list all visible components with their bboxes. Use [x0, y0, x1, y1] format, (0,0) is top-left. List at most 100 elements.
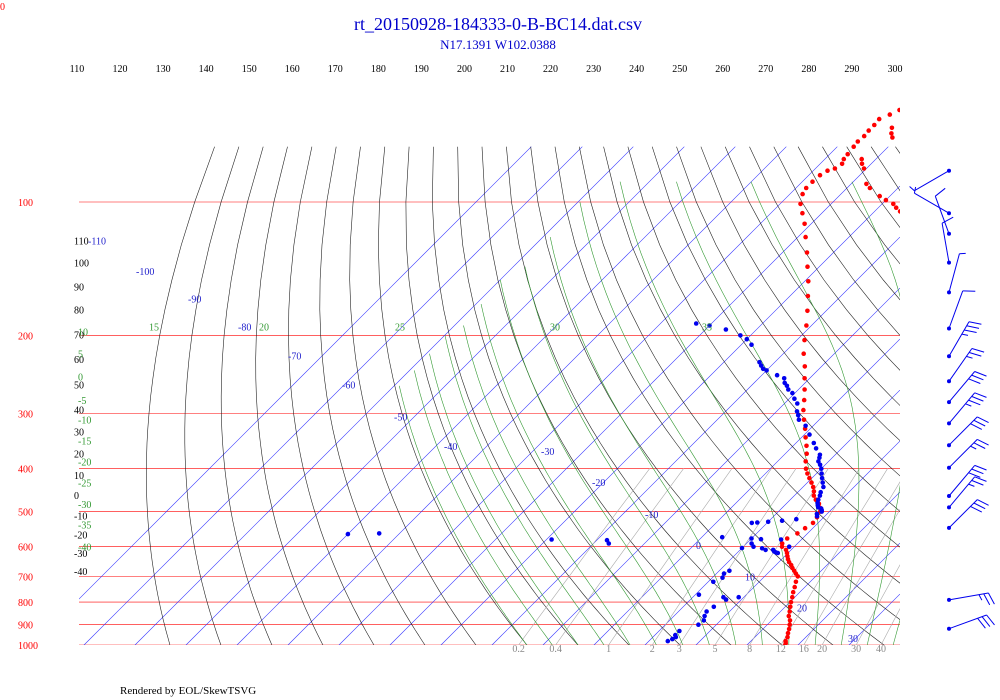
- dewpoint-point: [696, 592, 702, 597]
- dewpoint-point: [820, 480, 825, 485]
- temperature-point: [801, 351, 806, 357]
- theta-top-label: 170: [328, 64, 343, 75]
- temperature-point: [801, 397, 807, 403]
- theta-left-label: 50: [74, 380, 84, 391]
- temperature-point: [851, 144, 856, 149]
- theta-left-label: -30: [74, 549, 87, 560]
- mixing-ratio-line: [821, 509, 900, 645]
- temperature-point: [859, 156, 864, 162]
- wind-barb: [947, 321, 982, 359]
- dewpoint-point: [775, 550, 781, 556]
- data-layer: [345, 107, 900, 645]
- pressure-tick-label: 900: [18, 621, 33, 632]
- theta-e-label: 10: [78, 327, 88, 338]
- temperature-point: [787, 618, 793, 623]
- pressure-tick-label: 500: [18, 508, 33, 519]
- dry-adiabat-line: [506, 146, 783, 645]
- pressure-tick-label: 300: [18, 409, 33, 420]
- temperature-point: [810, 520, 816, 526]
- temperature-point: [883, 197, 889, 203]
- temperature-point: [890, 135, 895, 140]
- temperature-point: [805, 308, 810, 314]
- wind-barb-staff: [948, 465, 976, 497]
- wind-barb-feather: [965, 403, 972, 407]
- isotherm-label: -50: [394, 413, 407, 424]
- dewpoint-point: [803, 423, 808, 429]
- theta-top-label: 290: [844, 64, 859, 75]
- wind-barb-feather: [974, 476, 987, 482]
- temperature-point: [845, 151, 850, 157]
- isotherm-label: -90: [188, 294, 201, 305]
- isotherm-line: [644, 389, 900, 645]
- temperature-point: [861, 133, 867, 139]
- isotherm-label: -110: [88, 236, 106, 247]
- wind-barb-feather: [977, 617, 986, 629]
- dry-adiabat-line: [700, 146, 900, 442]
- temperature-point: [785, 634, 790, 640]
- temperature-point: [804, 443, 809, 449]
- temperature-point: [787, 609, 792, 614]
- dewpoint-point: [816, 459, 821, 464]
- wind-barb-staff: [934, 196, 950, 234]
- theta-top-label: 160: [285, 64, 300, 75]
- isotherm-label: -60: [342, 380, 355, 391]
- temperature-point: [800, 210, 805, 216]
- theta-e-label: -25: [78, 479, 91, 490]
- temperature-point: [897, 107, 900, 113]
- wind-barb-staff: [948, 499, 978, 529]
- isotherm-label: -80: [238, 322, 251, 333]
- dewpoint-point: [707, 323, 712, 328]
- dewpoint-point: [779, 518, 785, 523]
- theta-top-label: 140: [199, 64, 214, 75]
- wind-barb-feather: [909, 186, 915, 192]
- isotherm-line: [746, 491, 900, 645]
- wind-barb: [909, 168, 951, 192]
- temperature-point: [805, 293, 811, 299]
- dry-adiabat-line: [676, 146, 900, 477]
- wind-barb-feather: [973, 502, 986, 510]
- temperature-point: [841, 156, 847, 162]
- dewpoint-point: [749, 342, 754, 348]
- theta-top-label: 120: [113, 64, 128, 75]
- dry-adiabat-line: [319, 146, 426, 645]
- temperature-point: [783, 547, 789, 553]
- mixing-ratio-line: [880, 608, 900, 645]
- temperature-point: [807, 475, 812, 481]
- theta-top-label: 180: [371, 64, 386, 75]
- isotherm-line: [440, 185, 900, 645]
- dewpoint-point: [738, 333, 743, 338]
- dewpoint-point: [774, 372, 780, 378]
- wind-barb-staff: [948, 392, 976, 424]
- isotherm-line: [993, 147, 1000, 655]
- isotherm-line: [848, 593, 900, 645]
- dewpoint-point: [704, 609, 709, 614]
- theta-e-label: 25: [395, 322, 405, 333]
- dewpoint-point: [549, 537, 554, 542]
- grid-layer: [79, 146, 1000, 655]
- temperature-point: [861, 166, 867, 171]
- dewpoint-point: [759, 546, 765, 551]
- pressure-tick-label: 1000: [18, 641, 38, 652]
- temperature-point: [866, 128, 871, 133]
- wind-barb: [947, 371, 987, 405]
- dry-adiabat-line: [895, 146, 900, 154]
- wind-barb: [934, 187, 951, 236]
- dewpoint-point: [821, 484, 826, 490]
- wind-barb-feather: [986, 614, 995, 626]
- mixing-ratio-line: [749, 468, 860, 645]
- dry-adiabat-line: [349, 146, 477, 645]
- isotherm-label: -10: [645, 510, 658, 521]
- theta-top-label: 270: [758, 64, 773, 75]
- theta-left-label: 60: [74, 355, 84, 366]
- temperature-point: [787, 622, 792, 627]
- dewpoint-point: [760, 366, 766, 372]
- pressure-tick-label: 600: [18, 543, 33, 554]
- moist-adiabat-line: [676, 181, 820, 645]
- theta-top-label: 130: [156, 64, 171, 75]
- dewpoint-point: [817, 493, 823, 498]
- wind-barb-staff: [948, 592, 989, 601]
- corner-label: 0: [0, 2, 5, 13]
- theta-top-label: 210: [500, 64, 515, 75]
- wind-barb-feather: [987, 592, 995, 605]
